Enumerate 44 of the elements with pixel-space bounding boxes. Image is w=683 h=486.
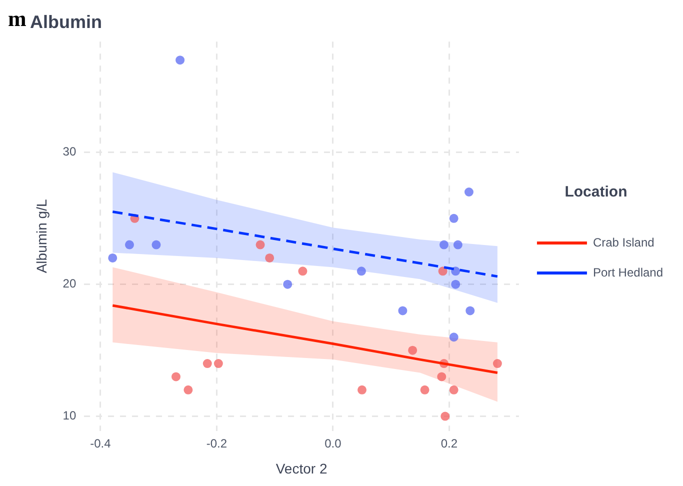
y-axis-title: Albumin g/L xyxy=(33,199,50,274)
point xyxy=(437,372,446,382)
point xyxy=(176,56,185,65)
text: m xyxy=(8,6,26,32)
point xyxy=(202,359,212,368)
x-tick-label: -0.4 xyxy=(90,436,112,450)
point xyxy=(451,280,460,289)
point xyxy=(256,240,265,250)
x-axis-title: Vector 2 xyxy=(276,460,328,476)
x-tick-label: -0.2 xyxy=(206,436,228,450)
x-tick-label: 0.0 xyxy=(324,436,342,450)
point xyxy=(439,240,448,250)
point xyxy=(466,306,475,316)
point xyxy=(453,240,462,250)
point xyxy=(124,240,134,250)
y-tick-label: 10 xyxy=(62,408,76,423)
point xyxy=(398,306,408,316)
point xyxy=(171,372,180,382)
y-tick-label: 20 xyxy=(62,276,76,291)
point xyxy=(438,266,448,276)
point xyxy=(449,332,458,342)
point xyxy=(449,214,458,223)
legend-label: Port Hedland xyxy=(592,265,664,280)
point xyxy=(298,266,308,276)
point xyxy=(108,253,118,262)
y-tick-label: 30 xyxy=(62,144,76,159)
point xyxy=(408,346,418,355)
point xyxy=(214,359,223,368)
point xyxy=(449,385,458,394)
legend-label: Crab Island xyxy=(592,235,654,250)
point xyxy=(184,385,193,394)
point xyxy=(283,280,292,289)
point xyxy=(358,385,367,394)
x-tick-label: 0.2 xyxy=(440,436,458,450)
point xyxy=(420,385,430,394)
point xyxy=(265,253,274,262)
point xyxy=(356,266,366,276)
legend-title: Location xyxy=(564,184,628,201)
point xyxy=(464,188,474,197)
point xyxy=(152,240,161,250)
point xyxy=(492,359,502,368)
line-series xyxy=(111,210,499,278)
point xyxy=(440,412,450,421)
chart-title: Albumin xyxy=(30,12,102,32)
